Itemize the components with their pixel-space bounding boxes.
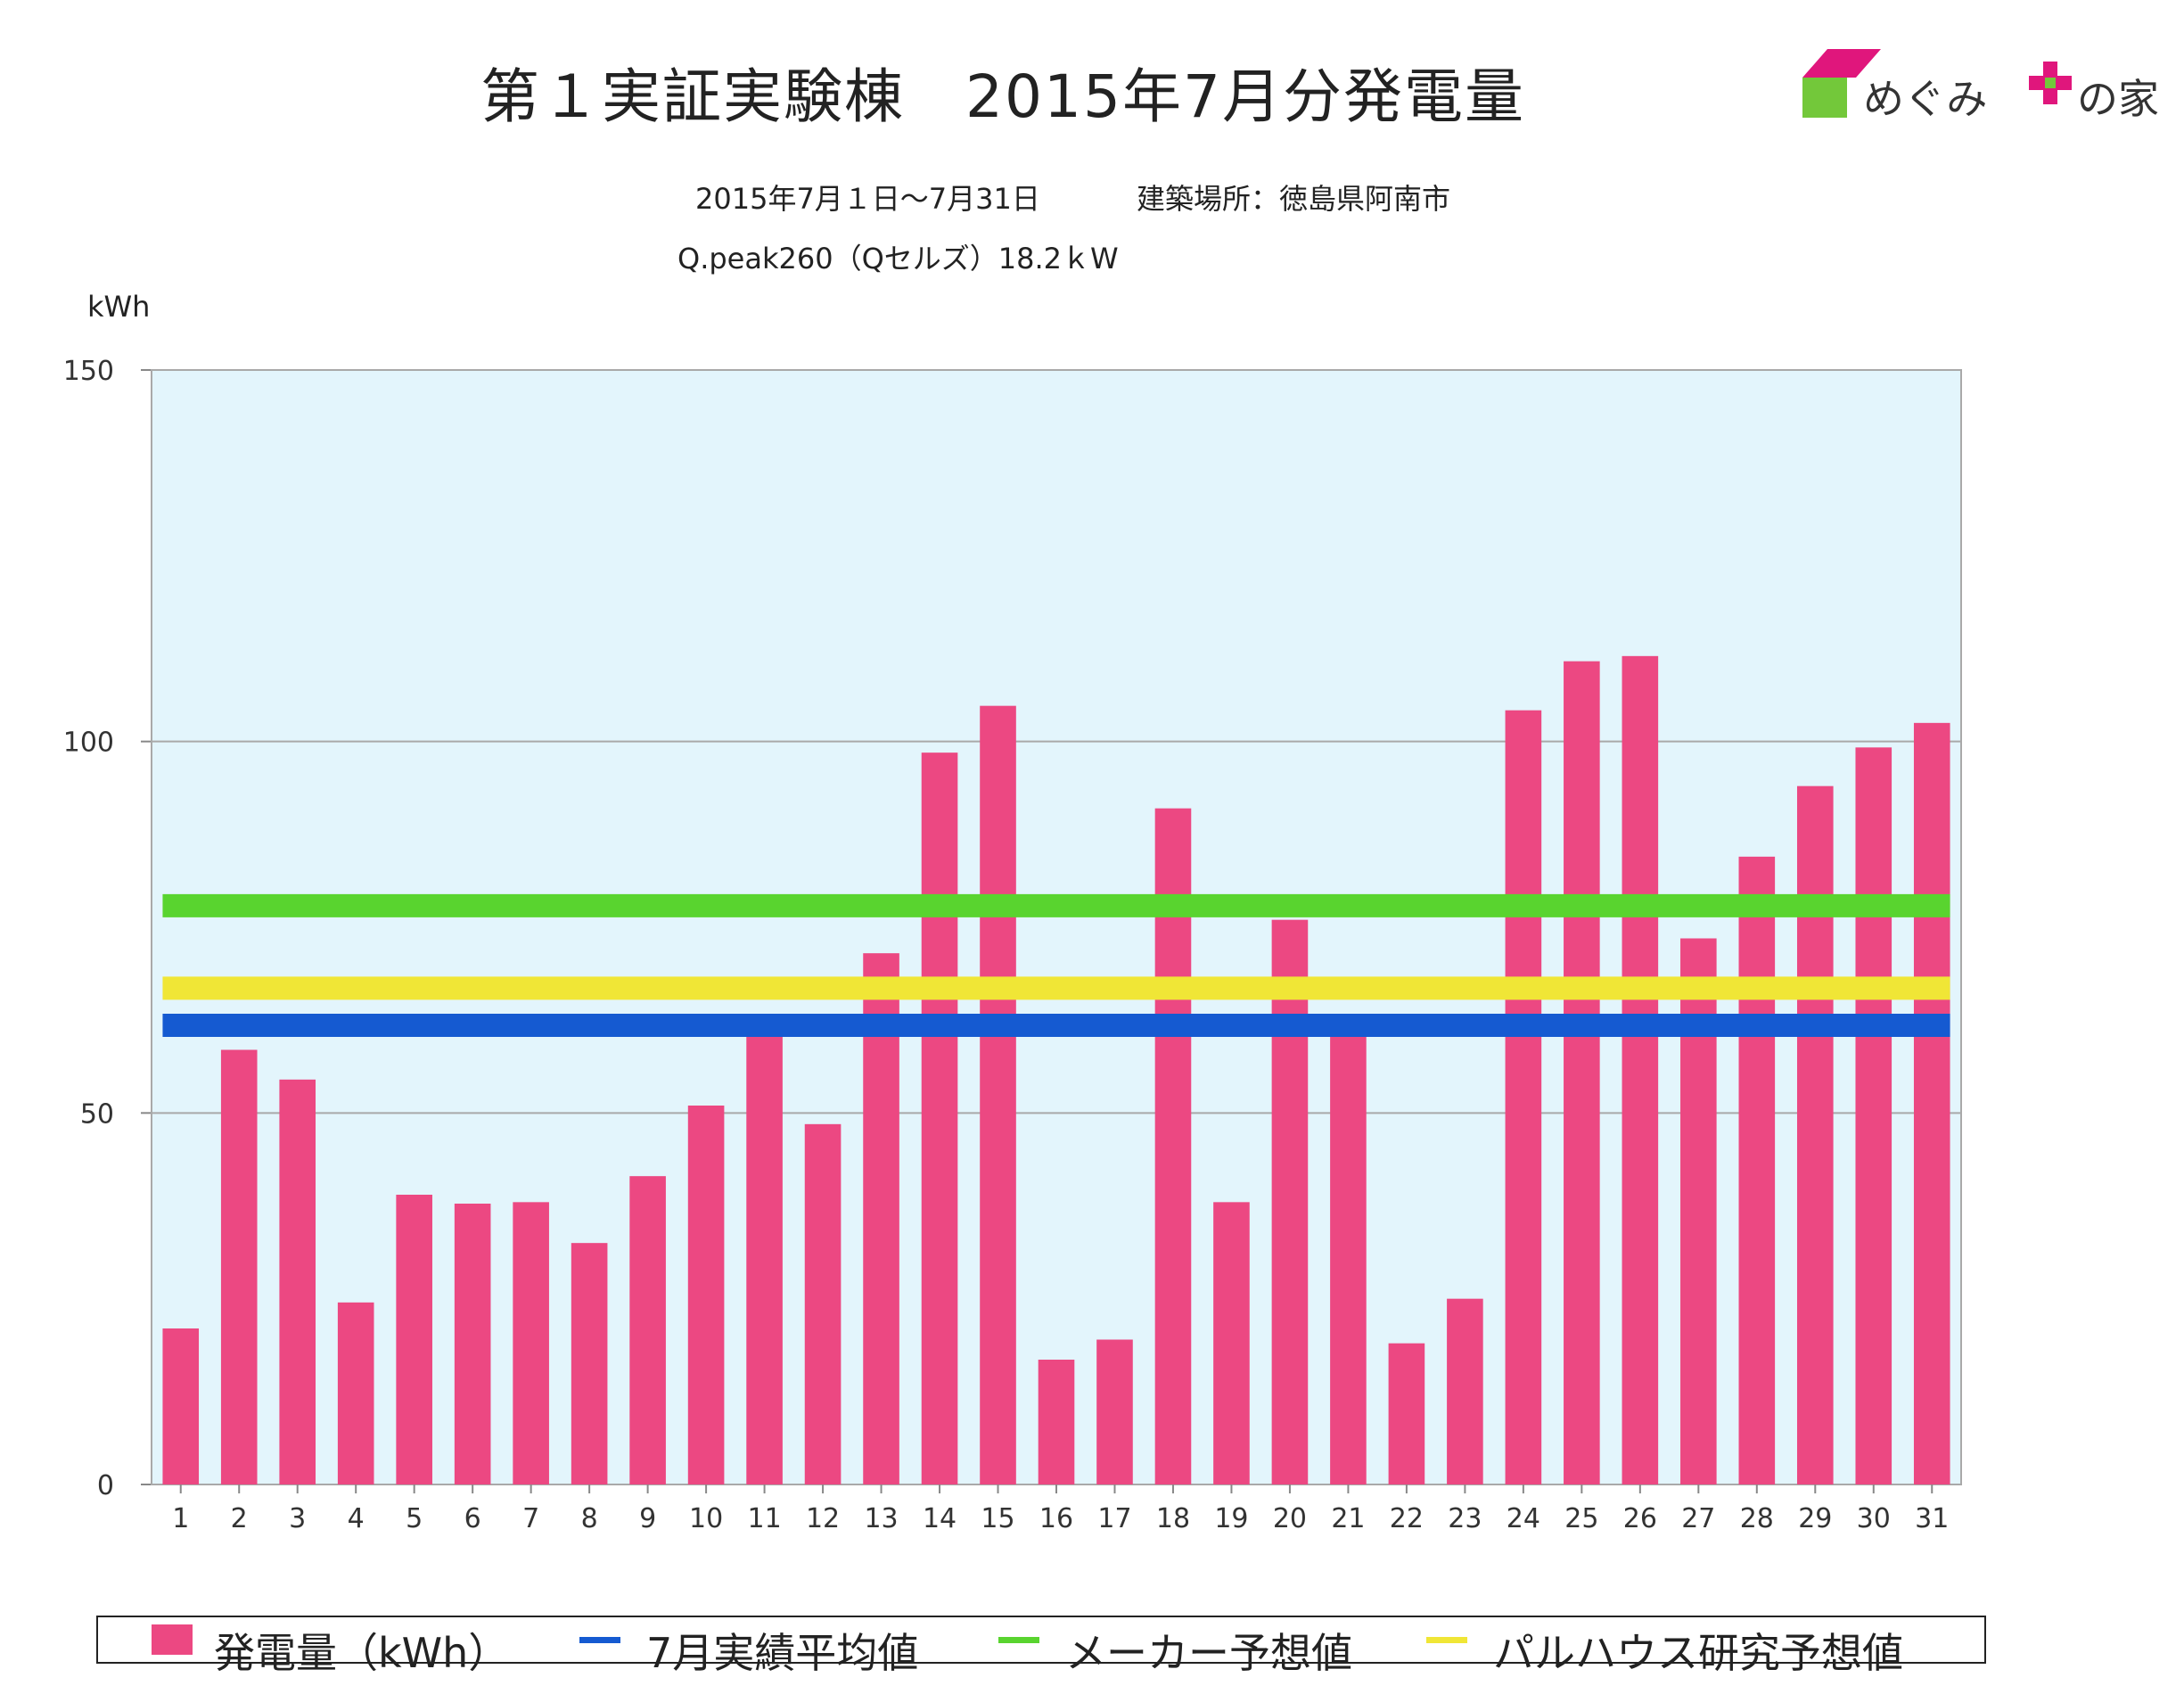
period-subtitle: 2015年7月１日～7月31日	[695, 182, 1040, 216]
legend-swatch-monthly-avg	[579, 1637, 620, 1643]
chart-legend: 発電量（kWh） 7月実績平均値 メーカー予想値 パルハウス研究予想値	[96, 1616, 1986, 1677]
x-tick-label: 29	[1798, 1503, 1832, 1534]
x-tick-label: 19	[1214, 1503, 1248, 1534]
logo-text-right: の家	[2077, 75, 2159, 123]
x-tick-label: 30	[1857, 1503, 1891, 1534]
y-tick-label: 150	[63, 356, 114, 387]
house-logo-icon	[1802, 49, 2072, 118]
bar	[1447, 1298, 1483, 1484]
bar	[1038, 1360, 1075, 1484]
bar	[220, 1049, 258, 1484]
x-tick-label: 20	[1273, 1503, 1307, 1534]
bar	[1154, 808, 1192, 1484]
bar	[1388, 1343, 1425, 1484]
legend-label-palhouse: パルハウス研究予想値	[1493, 1629, 1903, 1677]
bar	[1738, 856, 1776, 1484]
bar	[1330, 1027, 1367, 1484]
x-tick-label: 18	[1156, 1503, 1190, 1534]
legend-swatch-maker	[998, 1637, 1039, 1643]
bar	[279, 1079, 316, 1484]
megumi-logo: めぐみ の家	[1792, 40, 2166, 129]
plot-area	[152, 370, 1961, 1484]
bar	[804, 1123, 842, 1484]
bar	[1913, 722, 1950, 1484]
bar	[571, 1243, 608, 1484]
x-tick-label: 25	[1564, 1503, 1598, 1534]
x-tick-label: 26	[1623, 1503, 1657, 1534]
bar	[337, 1302, 374, 1484]
legend-label-bar: 発電量（kWh）	[214, 1629, 510, 1677]
x-tick-label: 11	[747, 1503, 781, 1534]
x-tick-label: 8	[581, 1503, 598, 1534]
y-axis-unit-label: kWh	[87, 290, 151, 324]
bar	[863, 953, 899, 1484]
x-tick-label: 22	[1390, 1503, 1424, 1534]
bar	[1505, 710, 1542, 1484]
bar	[1213, 1202, 1250, 1484]
bar	[454, 1204, 491, 1484]
legend-swatch-bar	[152, 1624, 193, 1655]
logo-text-left: めぐみ	[1863, 75, 1988, 123]
x-tick-label: 31	[1915, 1503, 1949, 1534]
x-tick-label: 6	[464, 1503, 481, 1534]
x-tick-label: 14	[923, 1503, 957, 1534]
y-tick-label: 0	[97, 1470, 114, 1501]
bar	[1855, 747, 1893, 1484]
x-tick-label: 21	[1331, 1503, 1365, 1534]
bar	[1271, 919, 1309, 1484]
bar	[513, 1202, 549, 1484]
x-tick-label: 12	[806, 1503, 840, 1534]
location-subtitle: 建築場所：徳島県阿南市	[1137, 182, 1451, 216]
panel-subtitle: Q.peak260（Qセルズ）18.2ｋW	[677, 242, 1119, 275]
bar	[980, 705, 1016, 1484]
x-tick-label: 9	[639, 1503, 656, 1534]
y-tick-label: 100	[63, 728, 114, 759]
x-tick-label: 13	[864, 1503, 898, 1534]
bar	[1796, 785, 1834, 1484]
x-tick-label: 23	[1448, 1503, 1482, 1534]
bar	[1096, 1339, 1133, 1484]
y-tick-label: 50	[80, 1098, 114, 1130]
x-tick-label: 10	[689, 1503, 723, 1534]
x-tick-label: 3	[289, 1503, 306, 1534]
legend-label-monthly-avg: 7月実績平均値	[646, 1629, 919, 1677]
bar	[396, 1195, 432, 1484]
bar	[162, 1328, 200, 1484]
x-tick-label: 7	[522, 1503, 539, 1534]
x-tick-label: 5	[406, 1503, 423, 1534]
x-tick-label: 15	[981, 1503, 1014, 1534]
bar	[1622, 655, 1659, 1484]
x-tick-label: 24	[1507, 1503, 1540, 1534]
x-tick-label: 16	[1039, 1503, 1073, 1534]
bar	[921, 752, 958, 1484]
bar	[629, 1176, 666, 1484]
bar	[1564, 661, 1600, 1484]
bar	[746, 1027, 783, 1484]
x-tick-label: 28	[1740, 1503, 1774, 1534]
x-tick-label: 27	[1681, 1503, 1715, 1534]
x-tick-label: 1	[172, 1503, 189, 1534]
page-title: 第１実証実験棟 2015年7月分発電量	[480, 62, 1525, 131]
x-tick-label: 4	[348, 1503, 365, 1534]
x-tick-label: 2	[231, 1503, 248, 1534]
bar	[687, 1106, 725, 1484]
x-tick-label: 17	[1097, 1503, 1131, 1534]
legend-swatch-palhouse	[1426, 1637, 1467, 1643]
legend-label-maker: メーカー予想値	[1065, 1629, 1352, 1677]
